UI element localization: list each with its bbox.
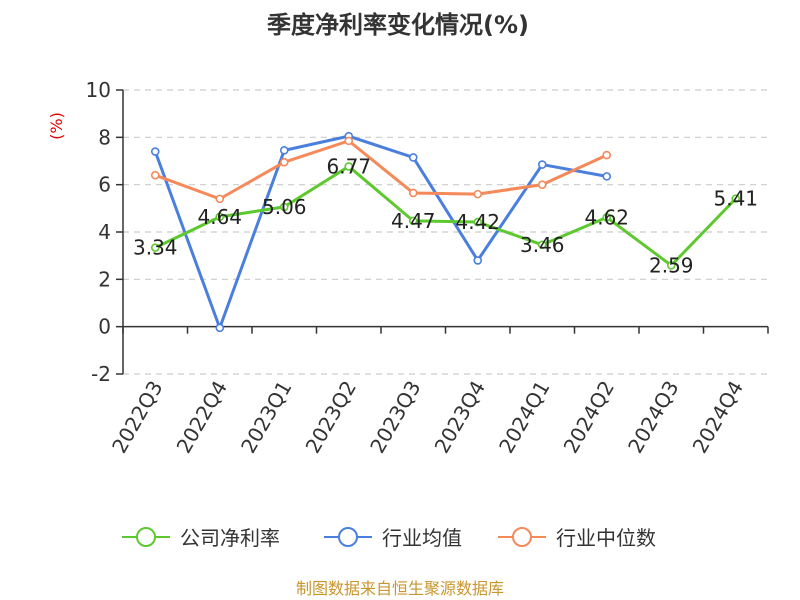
data-point [150,147,160,156]
y-tick-label: 4 [98,220,111,244]
chart-title: 季度净利率变化情况(%) [267,11,529,39]
data-point [473,189,483,199]
legend-marker [136,527,156,547]
series-0 [150,162,741,270]
data-label: 4.42 [455,210,500,234]
data-point [602,172,612,181]
source-note: 制图数据来自恒生聚源数据库 [296,579,504,598]
legend: 公司净利率 行业均值 行业中位数 [122,526,656,550]
data-label: 3.46 [520,233,565,257]
data-label: 6.77 [326,154,371,178]
x-tick-label: 2024Q4 [688,377,748,458]
y-tick-label: -2 [91,362,111,386]
data-label: 4.47 [391,209,436,233]
x-tick-label: 2023Q1 [236,377,296,458]
data-point [473,217,483,227]
y-tick-labels: 10 8 6 4 2 0 -2 [86,78,111,386]
data-labels: 3.34 4.64 5.06 6.77 4.47 4.42 3.46 4.62 2.59 5.41 [133,154,758,277]
data-point [150,170,160,180]
data-point [150,243,160,252]
data-point [602,150,612,160]
data-label: 3.34 [133,236,178,260]
x-tick-labels: 2022Q3 2022Q4 2023Q1 2023Q2 2023Q3 2023Q4 2024… [107,377,748,458]
series-group [150,131,741,333]
data-point [215,323,225,333]
legend-item: 公司净利率 [122,526,280,550]
y-tick-label: 8 [98,125,111,149]
y-axis-label: (%) [47,112,66,140]
series-line [154,164,737,267]
data-point [215,194,225,204]
data-point [279,146,289,155]
series-line [153,134,608,330]
data-point [408,153,418,162]
data-point [408,216,418,226]
data-point [537,180,547,189]
data-point [279,157,289,167]
data-point [537,240,547,250]
data-point [408,188,418,198]
data-point [279,202,289,212]
x-tick-label: 2023Q3 [365,377,425,458]
y-tick-label: 10 [86,78,111,102]
legend-label: 行业中位数 [556,526,656,550]
data-point [602,213,612,222]
data-point [537,160,547,169]
data-point [666,261,676,270]
data-label: 5.41 [713,187,758,211]
x-tick-label: 2023Q4 [430,377,490,458]
series-1 [150,131,612,333]
series-2 [150,136,612,204]
x-tick-label: 2024Q1 [494,377,554,458]
axes [116,89,769,375]
x-tick-label: 2023Q2 [301,377,361,458]
data-point [215,212,225,222]
y-tick-label: 2 [98,267,111,291]
data-label: 4.62 [584,205,629,229]
data-point [731,194,741,203]
data-point [473,256,483,265]
legend-label: 公司净利率 [180,526,280,550]
legend-marker [338,527,358,547]
series-line [154,139,608,201]
data-label: 5.06 [262,195,307,219]
legend-item: 行业均值 [324,526,462,550]
legend-marker [512,527,532,547]
x-tick-label: 2022Q3 [107,377,167,458]
legend-item: 行业中位数 [498,526,656,550]
data-label: 4.64 [197,205,242,229]
data-point [344,136,354,146]
x-tick-label: 2022Q4 [172,377,232,458]
data-label: 2.59 [649,253,694,277]
x-tick-label: 2024Q3 [623,377,683,458]
y-tick-label: 0 [98,315,111,339]
x-tick-label: 2024Q2 [559,377,619,458]
legend-label: 行业均值 [382,526,462,550]
y-tick-label: 6 [98,173,111,197]
data-point [344,162,354,171]
